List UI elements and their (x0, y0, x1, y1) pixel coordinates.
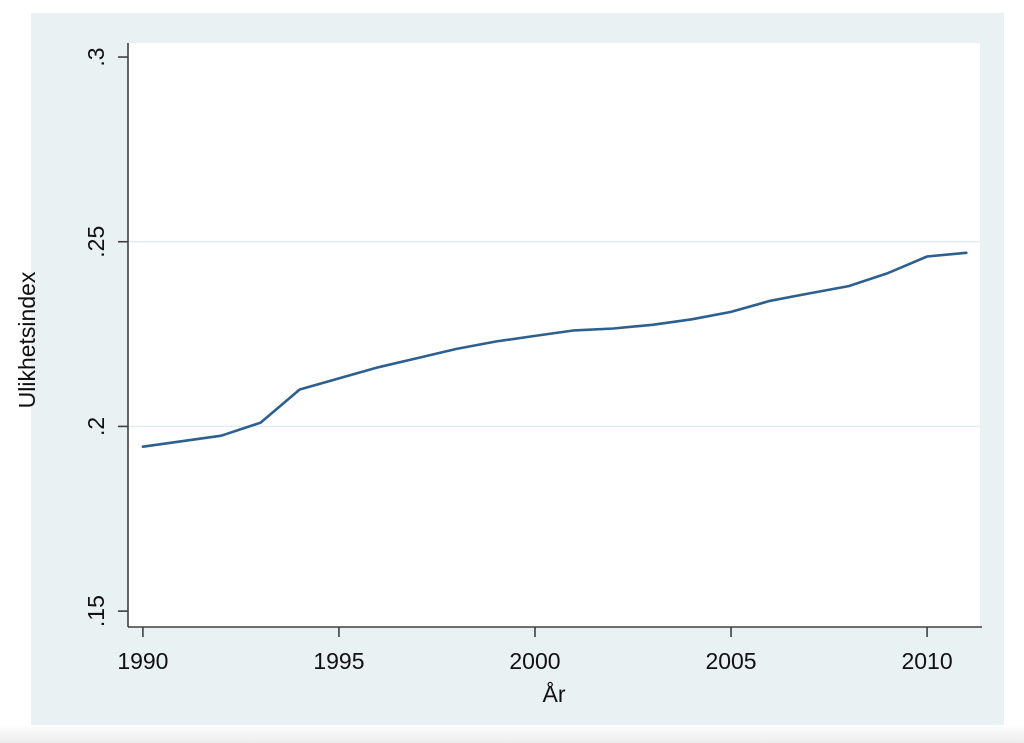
y-tick-label: .25 (83, 226, 109, 258)
data-line (141, 251, 968, 449)
x-tick-label: 1995 (313, 648, 364, 674)
y-tick-label: .15 (83, 595, 109, 627)
x-tick-label: 2000 (509, 648, 560, 674)
x-axis-ticks (142, 627, 928, 637)
y-axis-title: Ulikhetsindex (14, 271, 40, 408)
x-tick-label: 1990 (117, 648, 168, 674)
y-axis-tick-labels: .15 .2 .25 .3 (83, 47, 109, 627)
gridlines (128, 240, 980, 428)
y-tick-label: .2 (83, 417, 109, 436)
x-tick-label: 2010 (901, 648, 952, 674)
x-axis-tick-labels: 1990 1995 2000 2005 2010 (117, 648, 952, 674)
x-tick-label: 2005 (705, 648, 756, 674)
y-tick-label: .3 (83, 47, 109, 66)
y-axis-ticks (118, 56, 128, 612)
plot-area (128, 43, 980, 627)
x-axis-title: År (543, 680, 566, 707)
page-bottom-strip (0, 725, 1024, 743)
